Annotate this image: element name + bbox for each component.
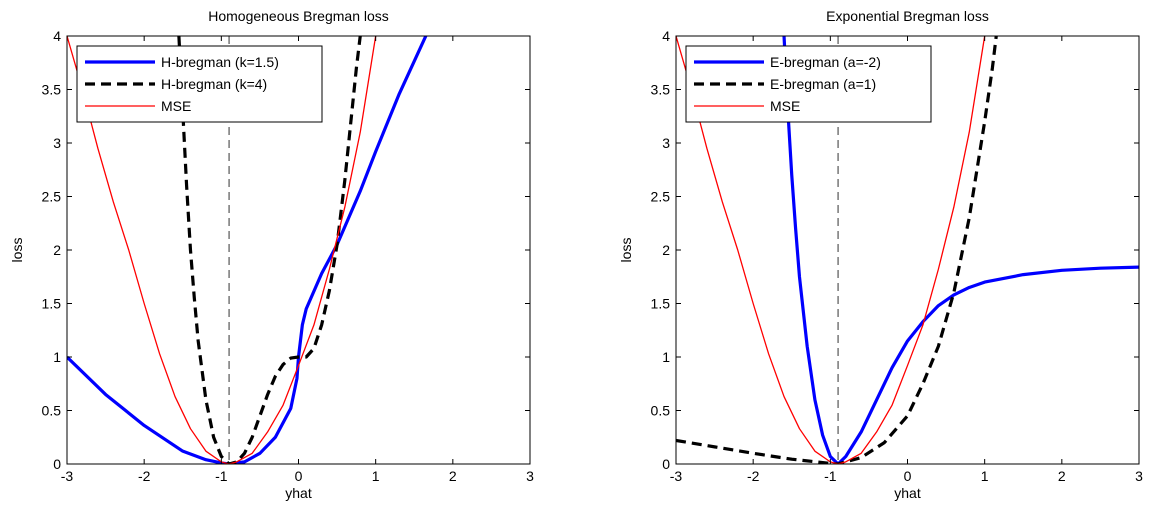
y-tick-label: 0 xyxy=(53,456,61,472)
y-tick-label: 2.5 xyxy=(42,189,62,205)
y-tick-label: 4 xyxy=(662,28,670,44)
x-tick-label: -1 xyxy=(215,468,228,484)
y-tick-label: 2 xyxy=(662,242,670,258)
x-tick-label: -1 xyxy=(824,468,837,484)
legend-label-0: E-bregman (a=-2) xyxy=(770,54,881,70)
chart-title: Exponential Bregman loss xyxy=(826,8,989,24)
series-line-0 xyxy=(67,36,428,464)
series-line-1 xyxy=(676,36,998,464)
series-line-2 xyxy=(67,36,377,464)
x-axis-label: yhat xyxy=(285,485,312,501)
x-tick-label: 1 xyxy=(372,468,380,484)
x-tick-label: 1 xyxy=(981,468,989,484)
chart-exponential: -3 -2 -1 0 1 2 3 0 0.5 1 1.5 2 2.5 3 3.5 4 Exponential B… xyxy=(618,8,1143,501)
legend-label-1: H-bregman (k=4) xyxy=(161,76,267,92)
legend: H-bregman (k=1.5) H-bregman (k=4) MSE xyxy=(76,45,323,123)
y-tick-label: 0 xyxy=(662,456,670,472)
legend: E-bregman (a=-2) E-bregman (a=1) MSE xyxy=(685,45,932,123)
series-line-2 xyxy=(676,36,986,464)
x-tick-label: 0 xyxy=(904,468,912,484)
y-tick-label: 2.5 xyxy=(651,189,671,205)
y-tick-label: 3.5 xyxy=(42,82,62,98)
x-tick-label: 0 xyxy=(295,468,303,484)
x-tick-label: 2 xyxy=(1058,468,1066,484)
y-tick-label: 1.5 xyxy=(42,296,62,312)
y-tick-label: 1 xyxy=(53,349,61,365)
x-tick-label: 2 xyxy=(449,468,457,484)
x-tick-label: -3 xyxy=(670,468,683,484)
x-axis-label: yhat xyxy=(894,485,921,501)
chart-homogeneous: -3 -2 -1 0 1 2 3 0 0.5 1 1.5 2 2.5 3 3.5 4 Homogeneous B… xyxy=(9,8,534,501)
legend-label-1: E-bregman (a=1) xyxy=(770,76,876,92)
y-tick-label: 3 xyxy=(53,135,61,151)
y-tick-label: 1 xyxy=(662,349,670,365)
series-group xyxy=(676,36,1139,464)
x-tick-label: -2 xyxy=(138,468,151,484)
chart-title: Homogeneous Bregman loss xyxy=(208,8,389,24)
legend-label-2: MSE xyxy=(161,98,191,114)
y-tick-label: 0.5 xyxy=(651,403,671,419)
legend-label-2: MSE xyxy=(770,98,800,114)
series-line-0 xyxy=(782,36,1139,464)
y-tick-label: 1.5 xyxy=(651,296,671,312)
y-axis-label: loss xyxy=(618,238,634,263)
series-group xyxy=(67,36,428,464)
y-tick-label: 0.5 xyxy=(42,403,62,419)
x-tick-label: -3 xyxy=(61,468,74,484)
x-tick-label: 3 xyxy=(1135,468,1143,484)
y-axis-label: loss xyxy=(9,238,25,263)
y-tick-label: 2 xyxy=(53,242,61,258)
y-tick-label: 3.5 xyxy=(651,82,671,98)
y-tick-label: 3 xyxy=(662,135,670,151)
x-tick-label: 3 xyxy=(526,468,534,484)
x-tick-label: -2 xyxy=(747,468,760,484)
y-tick-label: 4 xyxy=(53,28,61,44)
legend-label-0: H-bregman (k=1.5) xyxy=(161,54,279,70)
